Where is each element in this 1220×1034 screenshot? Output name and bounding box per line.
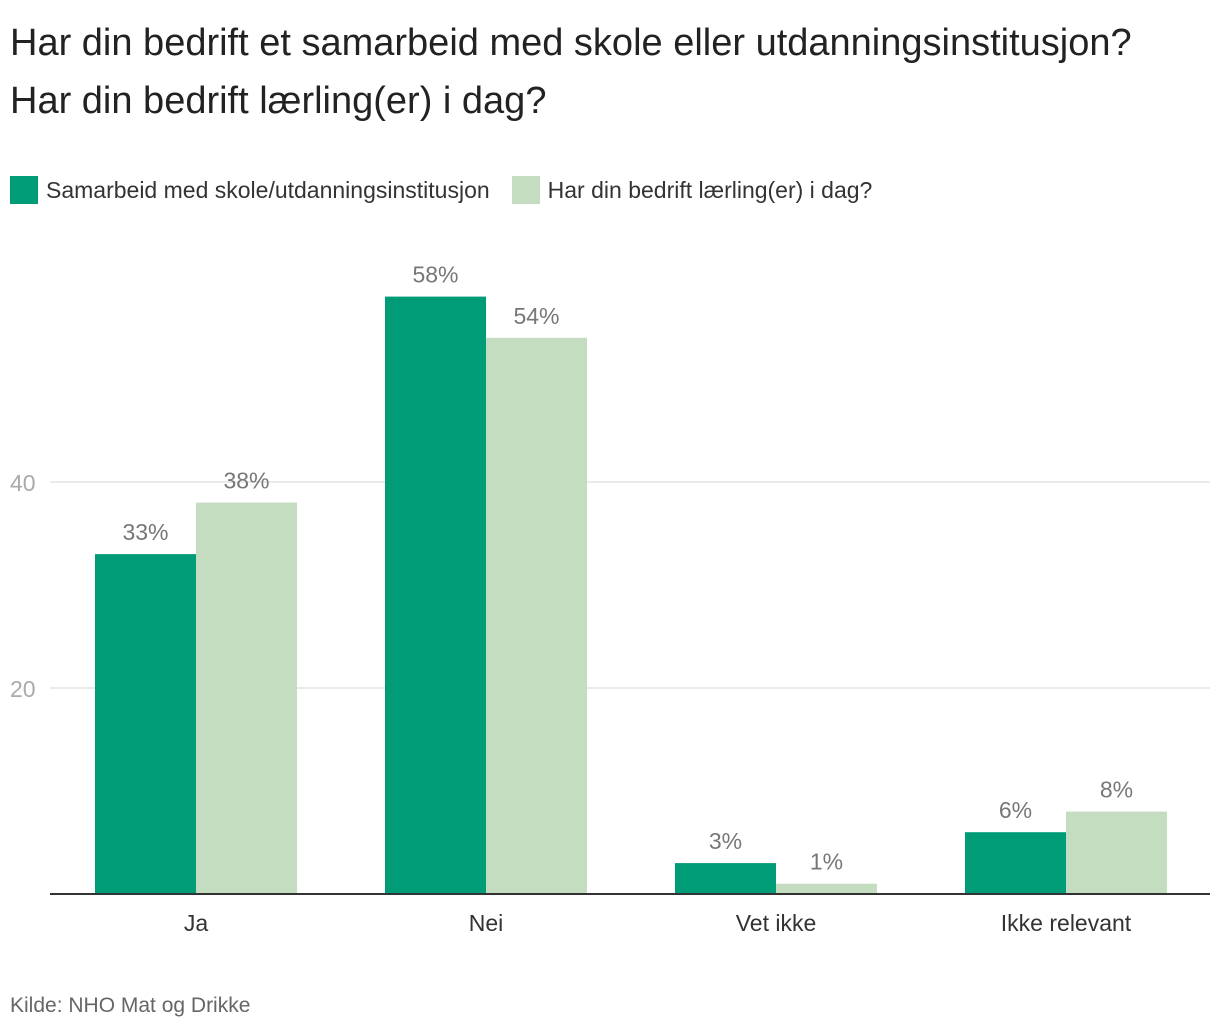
bar [95,554,196,894]
bar [776,883,877,894]
data-label: 3% [709,828,742,854]
bar-chart: 20 40 33% 38% Ja 58% 54% Nei 3% 1% Vet ikke 6% 8% Ikk… [10,262,1210,936]
legend-label-series-2: Har din bedrift lærling(er) i dag? [547,176,873,203]
y-tick-label: 40 [10,470,36,496]
source-note: Kilde: NHO Mat og Drikke [10,994,251,1017]
data-label: 1% [810,849,843,875]
data-label: 8% [1100,777,1133,803]
bar [486,337,587,894]
bar [675,863,776,894]
legend: Samarbeid med skole/utdanningsinstitusjo… [10,176,894,204]
data-label: 6% [999,797,1032,823]
x-tick-label: Nei [469,910,504,936]
legend-item-series-2: Har din bedrift lærling(er) i dag? [511,176,873,204]
legend-swatch-series-2 [511,176,540,204]
legend-item-series-1: Samarbeid med skole/utdanningsinstitusjo… [10,176,490,204]
data-label: 54% [513,303,559,329]
bar [385,296,486,895]
x-tick-label: Ikke relevant [1001,910,1132,936]
legend-swatch-series-1 [10,176,38,204]
x-tick-label: Ja [184,910,209,936]
chart-title: Har din bedrift et samarbeid med skole e… [10,22,1132,122]
data-label: 33% [122,519,168,545]
bar [1066,811,1167,894]
y-tick-label: 20 [10,676,36,702]
data-label: 38% [223,468,269,494]
data-label: 58% [412,262,458,288]
bar [196,502,297,894]
x-tick-label: Vet ikke [736,910,817,936]
legend-label-series-1: Samarbeid med skole/utdanningsinstitusjo… [46,176,490,203]
bar [965,832,1066,894]
